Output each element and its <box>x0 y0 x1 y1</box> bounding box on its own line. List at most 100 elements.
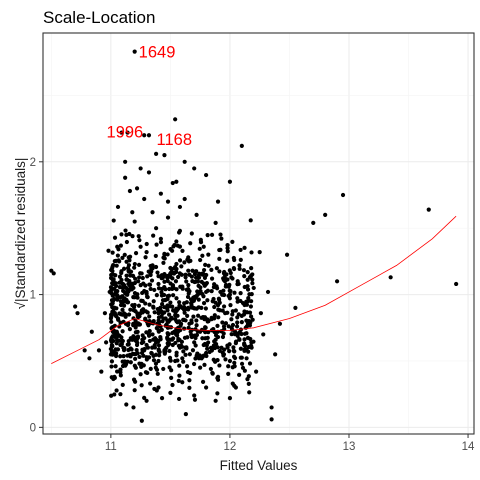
data-point <box>249 250 254 255</box>
data-point <box>135 351 140 356</box>
data-point <box>189 332 194 337</box>
data-point <box>114 283 119 289</box>
data-point <box>118 243 123 248</box>
data-point <box>238 291 243 296</box>
data-point <box>152 345 158 350</box>
data-point <box>250 272 255 277</box>
data-point <box>195 289 200 294</box>
data-point <box>190 278 195 284</box>
data-point <box>158 240 164 245</box>
data-point <box>121 354 126 359</box>
data-point <box>128 354 133 359</box>
data-point <box>120 255 125 260</box>
data-point <box>117 284 122 290</box>
data-point <box>232 290 237 295</box>
data-point <box>121 345 126 350</box>
data-point <box>182 159 187 164</box>
data-point <box>141 339 146 345</box>
data-point <box>187 352 192 357</box>
data-point <box>123 228 128 233</box>
data-point <box>202 362 207 367</box>
data-point <box>112 328 117 334</box>
data-point <box>203 306 208 311</box>
data-point <box>206 263 211 268</box>
data-point <box>130 285 135 290</box>
data-point <box>277 321 283 326</box>
data-point <box>194 323 199 328</box>
data-point <box>167 365 172 370</box>
data-point <box>235 299 240 304</box>
data-point <box>138 282 143 288</box>
data-point <box>213 333 219 338</box>
data-point <box>117 280 122 285</box>
data-point <box>220 308 225 313</box>
data-point <box>242 348 247 353</box>
point-annotations: 1649 1996 1168 <box>107 44 192 150</box>
data-point <box>269 417 274 422</box>
data-point <box>186 268 191 273</box>
data-point <box>111 262 116 268</box>
data-point <box>218 232 223 237</box>
data-point <box>182 326 187 331</box>
data-point <box>227 349 232 354</box>
data-point <box>236 281 241 287</box>
data-point <box>238 247 243 253</box>
data-point <box>165 303 170 308</box>
data-point <box>156 318 161 323</box>
data-point <box>179 339 185 344</box>
data-points <box>49 49 459 423</box>
data-point <box>239 355 244 360</box>
data-point <box>147 302 152 307</box>
data-point <box>149 351 154 356</box>
data-point <box>192 294 197 300</box>
data-point <box>247 390 252 395</box>
data-point <box>180 380 185 385</box>
data-point <box>112 305 117 310</box>
data-point <box>240 300 246 306</box>
data-point <box>204 280 209 286</box>
data-point <box>248 304 254 309</box>
data-point <box>250 317 255 322</box>
data-point <box>149 278 155 283</box>
data-point <box>222 292 227 298</box>
data-point <box>173 279 179 284</box>
data-point <box>112 258 117 264</box>
data-point <box>120 294 125 299</box>
data-point <box>143 301 148 306</box>
data-point <box>109 302 114 307</box>
data-point <box>176 230 182 235</box>
data-point <box>181 349 186 354</box>
annotation-label: 1649 <box>139 44 176 62</box>
data-point <box>215 377 221 382</box>
plot-panel <box>43 33 474 434</box>
data-point <box>204 385 209 390</box>
data-point <box>182 335 188 340</box>
data-point <box>136 322 142 327</box>
data-point <box>114 337 120 342</box>
data-point <box>251 339 256 344</box>
data-point <box>172 243 177 248</box>
data-point <box>205 346 210 351</box>
data-point <box>224 272 229 277</box>
data-point <box>182 304 187 310</box>
data-point <box>209 276 215 281</box>
data-point <box>113 273 118 278</box>
data-point <box>136 262 142 267</box>
data-point <box>170 304 175 309</box>
data-point <box>170 330 175 336</box>
data-point <box>211 357 216 362</box>
data-point <box>198 291 203 296</box>
data-point <box>133 325 138 330</box>
data-point <box>116 317 121 322</box>
data-point <box>209 348 214 353</box>
data-point <box>132 49 137 54</box>
data-point <box>166 332 171 337</box>
data-point <box>127 188 133 194</box>
data-point <box>247 292 252 297</box>
data-point <box>230 276 235 281</box>
data-point <box>246 349 251 354</box>
data-point <box>174 296 179 301</box>
data-point <box>112 334 117 339</box>
data-point <box>121 282 126 287</box>
data-point <box>141 353 146 358</box>
